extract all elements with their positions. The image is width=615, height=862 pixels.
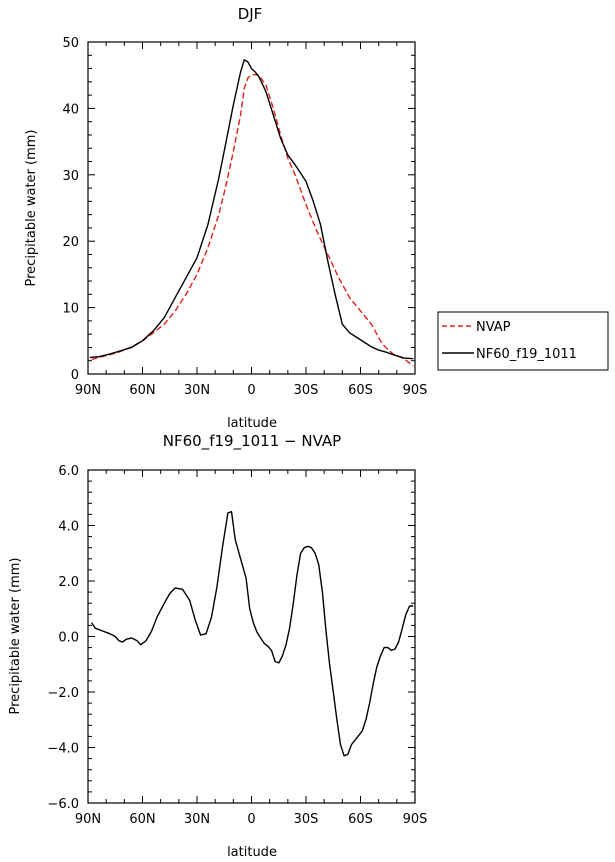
legend-label-nvap: NVAP [476,320,511,335]
top-tick-labels: 90N 60N 30N 0 30S 60S 90S 0 10 20 30 40 50 [62,36,427,398]
bottom-ytick-label: −4.0 [47,742,79,757]
bottom-plot-frame [87,469,416,804]
bottom-chart-title: NF60_f19_1011 − NVAP [163,432,341,451]
top-plot-frame [87,41,416,375]
top-xtick-label: 60S [348,383,373,398]
top-ytick-label: 20 [62,235,79,250]
top-series [89,59,414,367]
top-xtick-label: 60N [129,383,155,398]
top-x-axis-label: latitude [227,416,277,431]
top-xtick-label: 0 [247,383,255,398]
bottom-xtick-label: 60S [348,812,373,827]
bottom-panel: NF60_f19_1011 − NVAP 90N 60N 30N 0 30S 60S 90S… [8,432,427,860]
top-xtick-label: 30S [294,383,319,398]
top-xtick-label: 30N [184,383,210,398]
bottom-ytick-label: 4.0 [58,520,79,535]
bottom-xtick-label: 60N [129,812,155,827]
top-ytick-label: 10 [62,302,79,317]
bottom-x-axis-label: latitude [227,845,277,860]
top-ytick-label: 30 [62,169,79,184]
bottom-ytick-label: 2.0 [58,575,79,590]
bottom-xtick-label: 30S [294,812,319,827]
top-ytick-label: 40 [62,102,79,117]
bottom-ytick-label: −6.0 [47,797,79,812]
bottom-series-difference [91,510,414,757]
bottom-xtick-label: 0 [247,812,255,827]
top-ytick-label: 50 [62,36,79,51]
bottom-xtick-label: 90S [403,812,428,827]
bottom-xtick-label: 30N [184,812,210,827]
bottom-series [91,510,414,757]
top-ticks [87,41,416,375]
legend: NVAP NF60_f19_1011 [437,311,609,371]
bottom-ytick-label: 0.0 [58,631,79,646]
legend-box [437,311,609,371]
top-xtick-label: 90S [403,383,428,398]
top-series-nf60-f19-1011 [89,59,414,360]
top-chart-title: DJF [238,5,263,23]
bottom-ytick-label: −2.0 [47,686,79,701]
top-xtick-label: 90N [75,383,101,398]
bottom-xtick-label: 90N [75,812,101,827]
top-ytick-label: 0 [71,368,79,383]
top-series-nvap [91,73,414,367]
bottom-y-axis-label: Precipitable water (mm) [8,558,23,715]
top-panel: DJF 90N 60N 30N 0 30S 60S 90S 0 10 20 30 40 50 latit… [24,5,609,431]
bottom-ytick-label: 6.0 [58,464,79,479]
top-y-axis-label: Precipitable water (mm) [24,130,39,287]
bottom-ticks [87,469,416,804]
bottom-tick-labels: 90N 60N 30N 0 30S 60S 90S −6.0 −4.0 −2.0 0.0 2.0 4.0… [47,464,427,827]
legend-label-model: NF60_f19_1011 [476,347,577,362]
